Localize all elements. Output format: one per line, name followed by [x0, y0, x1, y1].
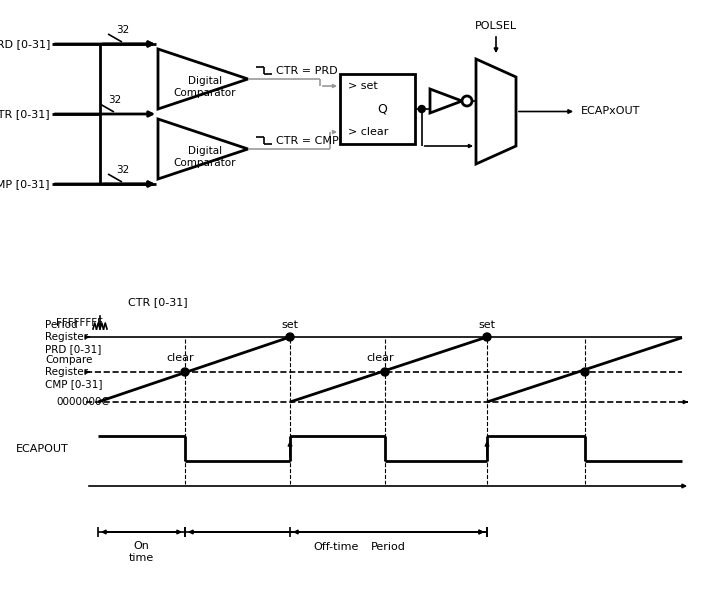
- Text: PRD [0-31]: PRD [0-31]: [0, 39, 50, 49]
- Text: 0000000C: 0000000C: [56, 397, 109, 407]
- Text: 32: 32: [116, 165, 129, 175]
- Text: POLSEL: POLSEL: [475, 21, 517, 31]
- Text: ECAPOUT: ECAPOUT: [16, 443, 69, 454]
- Circle shape: [181, 368, 189, 376]
- Text: Digital
Comparator: Digital Comparator: [174, 146, 236, 168]
- Text: Compare
Register
CMP [0-31]: Compare Register CMP [0-31]: [45, 355, 103, 388]
- Text: ECAPxOUT: ECAPxOUT: [581, 106, 640, 117]
- Text: Digital
Comparator: Digital Comparator: [174, 76, 236, 98]
- Text: Period: Period: [371, 542, 406, 552]
- Circle shape: [418, 106, 426, 112]
- Text: Period
Register
PRD [0-31]: Period Register PRD [0-31]: [45, 320, 101, 353]
- Circle shape: [581, 368, 589, 376]
- Bar: [340, 74, 415, 144]
- Circle shape: [286, 333, 294, 341]
- Text: CTR = CMP: CTR = CMP: [276, 136, 338, 146]
- Text: 32: 32: [108, 95, 121, 105]
- Text: set: set: [478, 320, 496, 330]
- Text: clear: clear: [366, 353, 394, 363]
- Text: Off-time: Off-time: [313, 542, 358, 552]
- Text: CMP [0-31]: CMP [0-31]: [0, 179, 50, 189]
- Text: CTR [0-31]: CTR [0-31]: [0, 109, 50, 119]
- Text: CTR [0-31]: CTR [0-31]: [128, 297, 188, 307]
- Text: > set: > set: [348, 81, 378, 91]
- Text: On
time: On time: [129, 541, 154, 563]
- Text: > clear: > clear: [348, 127, 388, 137]
- Text: 32: 32: [116, 25, 129, 35]
- Circle shape: [381, 368, 389, 376]
- Text: FFFFFFFF: FFFFFFFF: [56, 318, 103, 328]
- Text: clear: clear: [166, 353, 193, 363]
- Text: set: set: [281, 320, 298, 330]
- Text: CTR = PRD: CTR = PRD: [276, 66, 338, 76]
- Circle shape: [483, 333, 491, 341]
- Text: Q: Q: [378, 103, 388, 115]
